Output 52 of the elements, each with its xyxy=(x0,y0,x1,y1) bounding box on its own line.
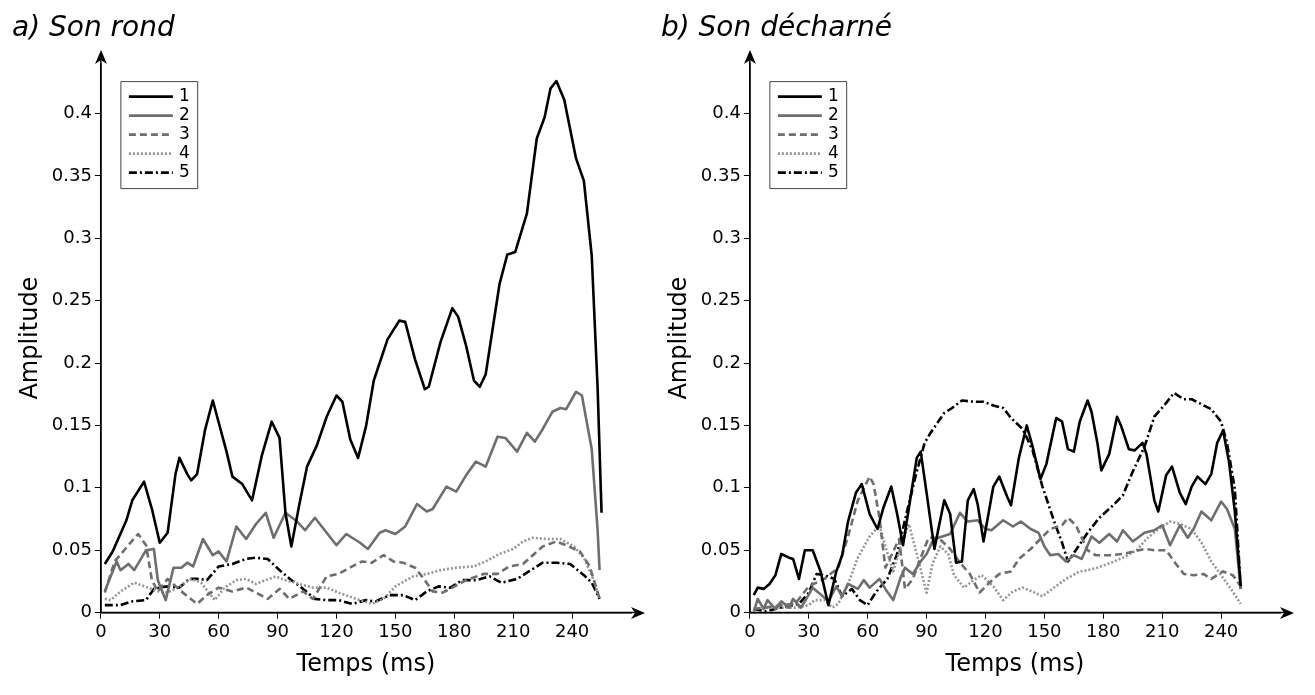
x-axis-title: Temps (ms) xyxy=(295,648,436,677)
x-tick-label: 180 xyxy=(437,620,472,642)
chart-title: a) Son rond xyxy=(12,10,175,44)
y-tick-label: 0.4 xyxy=(712,101,741,123)
x-tick-label: 210 xyxy=(1145,620,1180,642)
x-tick-label: 120 xyxy=(319,620,354,642)
x-axis-title: Temps (ms) xyxy=(944,648,1085,677)
x-tick-label: 0 xyxy=(95,620,107,642)
x-tick-label: 150 xyxy=(378,620,413,642)
y-tick-label: 0.4 xyxy=(63,101,92,123)
legend-label: 4 xyxy=(827,142,839,163)
x-tick-label: 30 xyxy=(797,620,821,642)
x-tick-label: 90 xyxy=(915,620,939,642)
legend-label: 3 xyxy=(178,123,190,144)
legend-label: 2 xyxy=(178,104,190,125)
legend-label: 5 xyxy=(178,161,190,182)
legend-label: 1 xyxy=(178,85,190,106)
y-tick-label: 0 xyxy=(729,600,741,622)
legend-label: 1 xyxy=(827,85,839,106)
x-tick-label: 240 xyxy=(1203,620,1239,642)
y-tick-label: 0.3 xyxy=(712,225,741,247)
x-tick-label: 90 xyxy=(266,620,290,642)
y-tick-label: 0 xyxy=(80,600,92,622)
x-tick-label: 150 xyxy=(1027,620,1062,642)
y-axis-title: Amplitude xyxy=(663,276,692,400)
y-tick-label: 0.05 xyxy=(700,537,741,559)
x-tick-label: 60 xyxy=(856,620,880,642)
y-tick-label: 0.05 xyxy=(51,537,92,559)
y-tick-label: 0.2 xyxy=(712,350,741,372)
y-tick-label: 0.35 xyxy=(51,163,92,185)
y-tick-label: 0.15 xyxy=(51,413,92,435)
y-tick-label: 0.3 xyxy=(63,225,92,247)
y-tick-label: 0.25 xyxy=(51,288,92,310)
y-tick-label: 0.1 xyxy=(63,475,92,497)
legend-label: 3 xyxy=(827,123,839,144)
x-tick-label: 180 xyxy=(1086,620,1121,642)
x-tick-label: 240 xyxy=(554,620,590,642)
x-tick-label: 120 xyxy=(968,620,1003,642)
chart-title: b) Son décharné xyxy=(661,10,892,44)
y-tick-label: 0.25 xyxy=(700,288,741,310)
x-tick-label: 60 xyxy=(207,620,231,642)
x-tick-label: 30 xyxy=(148,620,172,642)
legend-label: 2 xyxy=(827,104,839,125)
y-axis-title: Amplitude xyxy=(14,276,43,400)
y-tick-label: 0.1 xyxy=(712,475,741,497)
y-tick-label: 0.2 xyxy=(63,350,92,372)
y-tick-label: 0.35 xyxy=(700,163,741,185)
legend-label: 4 xyxy=(178,142,190,163)
y-tick-label: 0.15 xyxy=(700,413,741,435)
legend-label: 5 xyxy=(827,161,839,182)
x-tick-label: 210 xyxy=(496,620,531,642)
x-tick-label: 0 xyxy=(744,620,756,642)
